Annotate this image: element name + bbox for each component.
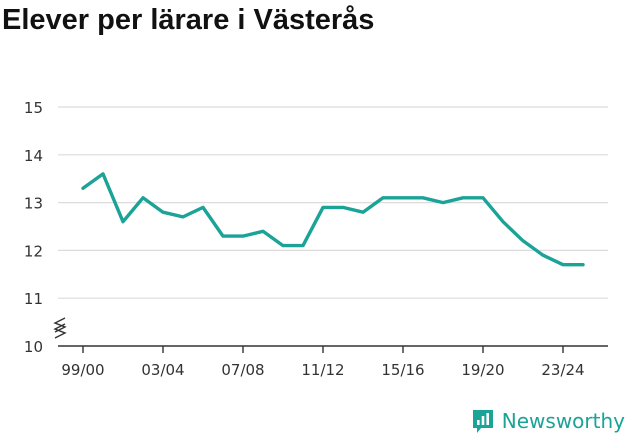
axis-break-lower: [53, 323, 67, 339]
y-axis-break-icon: [53, 317, 67, 339]
y-tick-label: 12: [24, 242, 43, 260]
brand-logo: Newsworthy: [471, 408, 625, 434]
y-tick-label: 15: [24, 99, 43, 117]
y-axis-ticks: 10 11 12 13 14 15: [24, 99, 43, 356]
axis-break-upper: [53, 317, 67, 333]
x-tick-label: 11/12: [301, 361, 344, 379]
x-axis-ticks: 99/00 03/04 07/08 11/12 15/16 19/20 23/24: [61, 346, 585, 379]
series-lines: [81, 172, 585, 267]
newsworthy-logo-icon: [472, 410, 493, 433]
brand-name: Newsworthy: [501, 409, 625, 433]
chart-title: Elever per lärare i Västerås: [2, 4, 375, 36]
x-tick-label: 99/00: [61, 361, 104, 379]
x-tick-label: 07/08: [221, 361, 264, 379]
y-tick-label: 13: [24, 195, 43, 213]
x-tick-label: 19/20: [461, 361, 504, 379]
y-tick-label: 14: [24, 147, 43, 165]
x-tick-label: 15/16: [381, 361, 424, 379]
y-tick-label: 10: [24, 338, 43, 356]
x-tick-label: 03/04: [141, 361, 184, 379]
series-line-0: [81, 172, 585, 267]
x-tick-label: 23/24: [541, 361, 584, 379]
y-tick-label: 11: [24, 290, 43, 308]
